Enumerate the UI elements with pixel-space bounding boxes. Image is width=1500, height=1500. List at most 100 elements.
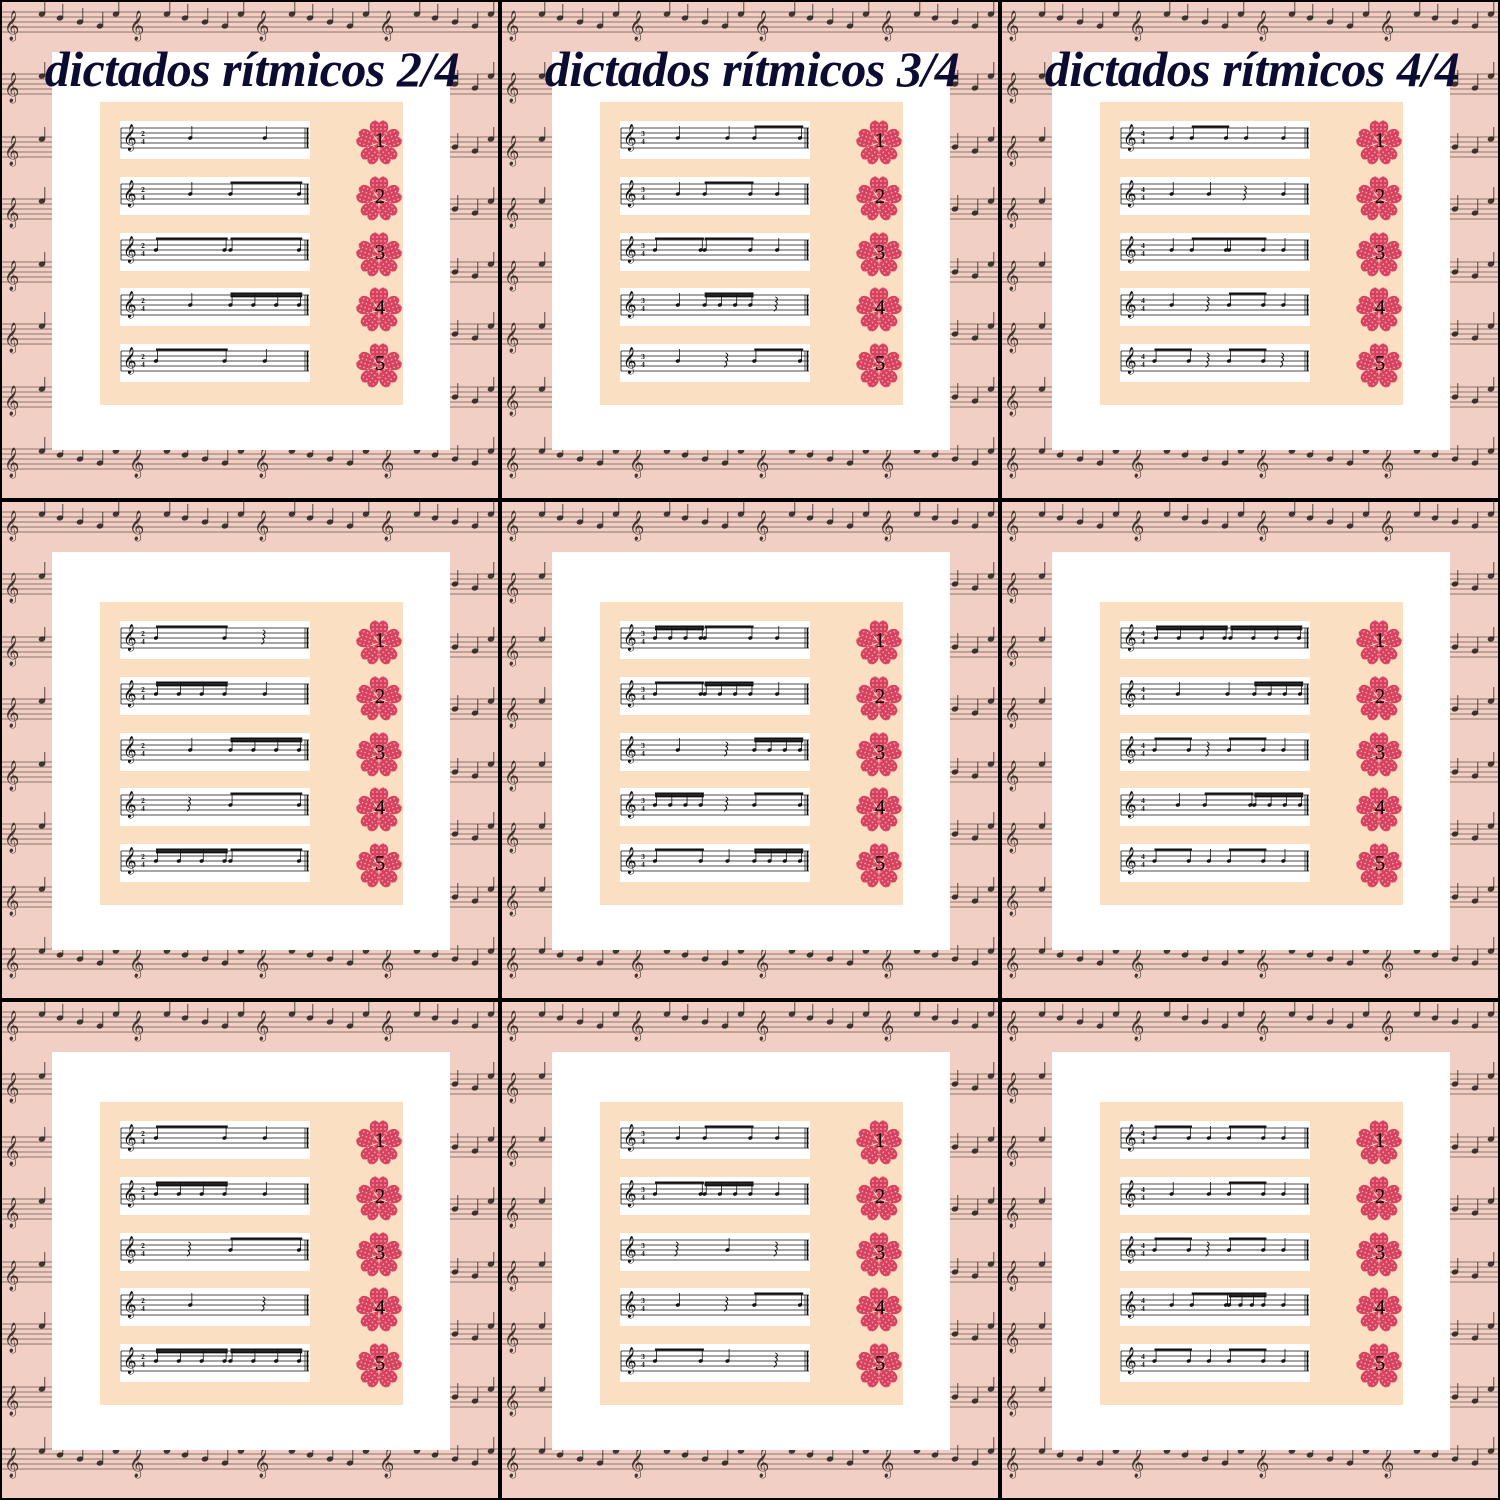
svg-text:𝄞: 𝄞 <box>1123 625 1137 652</box>
svg-text:4: 4 <box>141 637 145 646</box>
svg-text:𝄞: 𝄞 <box>623 681 637 708</box>
svg-text:4: 4 <box>1141 860 1145 869</box>
svg-text:4: 4 <box>141 304 145 313</box>
svg-text:4: 4 <box>141 193 145 202</box>
svg-text:1: 1 <box>875 628 886 652</box>
svg-text:4: 4 <box>141 137 145 146</box>
svg-text:𝄞: 𝄞 <box>623 1348 637 1375</box>
svg-text:2: 2 <box>875 1184 886 1208</box>
svg-text:𝄞: 𝄞 <box>1123 737 1137 764</box>
svg-text:2: 2 <box>375 684 386 708</box>
svg-text:3: 3 <box>875 240 886 264</box>
svg-text:𝄞: 𝄞 <box>623 348 637 375</box>
svg-text:5: 5 <box>375 851 386 875</box>
svg-text:4: 4 <box>641 193 645 202</box>
svg-text:4: 4 <box>1141 749 1145 758</box>
svg-text:4: 4 <box>1141 1304 1145 1313</box>
svg-text:4: 4 <box>141 249 145 258</box>
svg-text:𝄞: 𝄞 <box>623 792 637 819</box>
svg-text:4: 4 <box>1141 804 1145 813</box>
svg-text:𝄞: 𝄞 <box>623 237 637 264</box>
svg-text:4: 4 <box>641 1360 645 1369</box>
svg-text:4: 4 <box>641 360 645 369</box>
svg-text:𝄞: 𝄞 <box>1123 848 1137 875</box>
svg-text:4: 4 <box>1141 1137 1145 1146</box>
svg-text:𝄞: 𝄞 <box>1123 181 1137 208</box>
svg-text:𝄞: 𝄞 <box>123 181 137 208</box>
svg-text:4: 4 <box>641 1193 645 1202</box>
svg-text:𝄞: 𝄞 <box>123 681 137 708</box>
svg-text:𝄞: 𝄞 <box>1123 237 1137 264</box>
svg-text:𝄞: 𝄞 <box>1123 348 1137 375</box>
svg-text:4: 4 <box>875 795 886 819</box>
svg-text:5: 5 <box>875 351 886 375</box>
svg-text:𝄞: 𝄞 <box>123 1125 137 1152</box>
svg-text:4: 4 <box>141 804 145 813</box>
svg-text:1: 1 <box>1375 628 1386 652</box>
svg-text:4: 4 <box>141 860 145 869</box>
svg-text:5: 5 <box>1375 351 1386 375</box>
svg-text:4: 4 <box>1141 360 1145 369</box>
svg-text:4: 4 <box>641 137 645 146</box>
svg-text:4: 4 <box>641 304 645 313</box>
svg-text:𝄞: 𝄞 <box>1123 681 1137 708</box>
svg-text:4: 4 <box>641 693 645 702</box>
svg-text:𝄞: 𝄞 <box>1123 125 1137 152</box>
svg-text:4: 4 <box>1141 1249 1145 1258</box>
svg-text:4: 4 <box>641 804 645 813</box>
svg-text:𝄞: 𝄞 <box>623 737 637 764</box>
svg-text:4: 4 <box>1141 137 1145 146</box>
svg-text:1: 1 <box>875 128 886 152</box>
svg-text:𝄞: 𝄞 <box>1123 1348 1137 1375</box>
svg-text:3: 3 <box>875 740 886 764</box>
svg-text:3: 3 <box>375 1240 386 1264</box>
svg-text:𝄞: 𝄞 <box>1123 792 1137 819</box>
svg-text:𝄞: 𝄞 <box>123 625 137 652</box>
svg-text:𝄞: 𝄞 <box>123 737 137 764</box>
svg-text:2: 2 <box>875 684 886 708</box>
svg-text:5: 5 <box>375 1351 386 1375</box>
svg-text:1: 1 <box>1375 1128 1386 1152</box>
svg-text:𝄞: 𝄞 <box>123 1181 137 1208</box>
svg-text:4: 4 <box>1141 304 1145 313</box>
svg-text:2: 2 <box>375 1184 386 1208</box>
svg-text:2: 2 <box>1375 184 1386 208</box>
svg-text:1: 1 <box>375 628 386 652</box>
svg-text:𝄞: 𝄞 <box>123 125 137 152</box>
svg-text:𝄞: 𝄞 <box>623 1292 637 1319</box>
svg-text:4: 4 <box>641 1304 645 1313</box>
svg-text:4: 4 <box>141 1304 145 1313</box>
svg-text:4: 4 <box>641 749 645 758</box>
svg-text:4: 4 <box>1141 637 1145 646</box>
svg-text:𝄞: 𝄞 <box>123 792 137 819</box>
svg-text:5: 5 <box>875 1351 886 1375</box>
svg-text:4: 4 <box>1141 1193 1145 1202</box>
svg-text:4: 4 <box>641 1137 645 1146</box>
svg-text:3: 3 <box>375 740 386 764</box>
svg-text:𝄞: 𝄞 <box>123 292 137 319</box>
svg-text:1: 1 <box>375 128 386 152</box>
svg-text:𝄞: 𝄞 <box>623 848 637 875</box>
svg-text:4: 4 <box>1141 1360 1145 1369</box>
svg-text:4: 4 <box>141 693 145 702</box>
svg-text:1: 1 <box>875 1128 886 1152</box>
svg-text:𝄞: 𝄞 <box>1123 1181 1137 1208</box>
svg-text:4: 4 <box>641 249 645 258</box>
svg-text:𝄞: 𝄞 <box>123 237 137 264</box>
svg-text:4: 4 <box>141 1137 145 1146</box>
svg-text:4: 4 <box>375 795 386 819</box>
svg-text:4: 4 <box>141 1249 145 1258</box>
svg-text:𝄞: 𝄞 <box>623 181 637 208</box>
svg-text:𝄞: 𝄞 <box>123 1237 137 1264</box>
svg-text:2: 2 <box>1375 1184 1386 1208</box>
svg-text:𝄞: 𝄞 <box>1123 1125 1137 1152</box>
svg-text:4: 4 <box>641 637 645 646</box>
svg-text:1: 1 <box>1375 128 1386 152</box>
svg-text:4: 4 <box>375 1295 386 1319</box>
svg-text:𝄞: 𝄞 <box>623 125 637 152</box>
svg-text:𝄞: 𝄞 <box>1123 1237 1137 1264</box>
svg-text:1: 1 <box>375 1128 386 1152</box>
svg-text:4: 4 <box>141 360 145 369</box>
svg-text:2: 2 <box>375 184 386 208</box>
svg-text:4: 4 <box>1141 249 1145 258</box>
